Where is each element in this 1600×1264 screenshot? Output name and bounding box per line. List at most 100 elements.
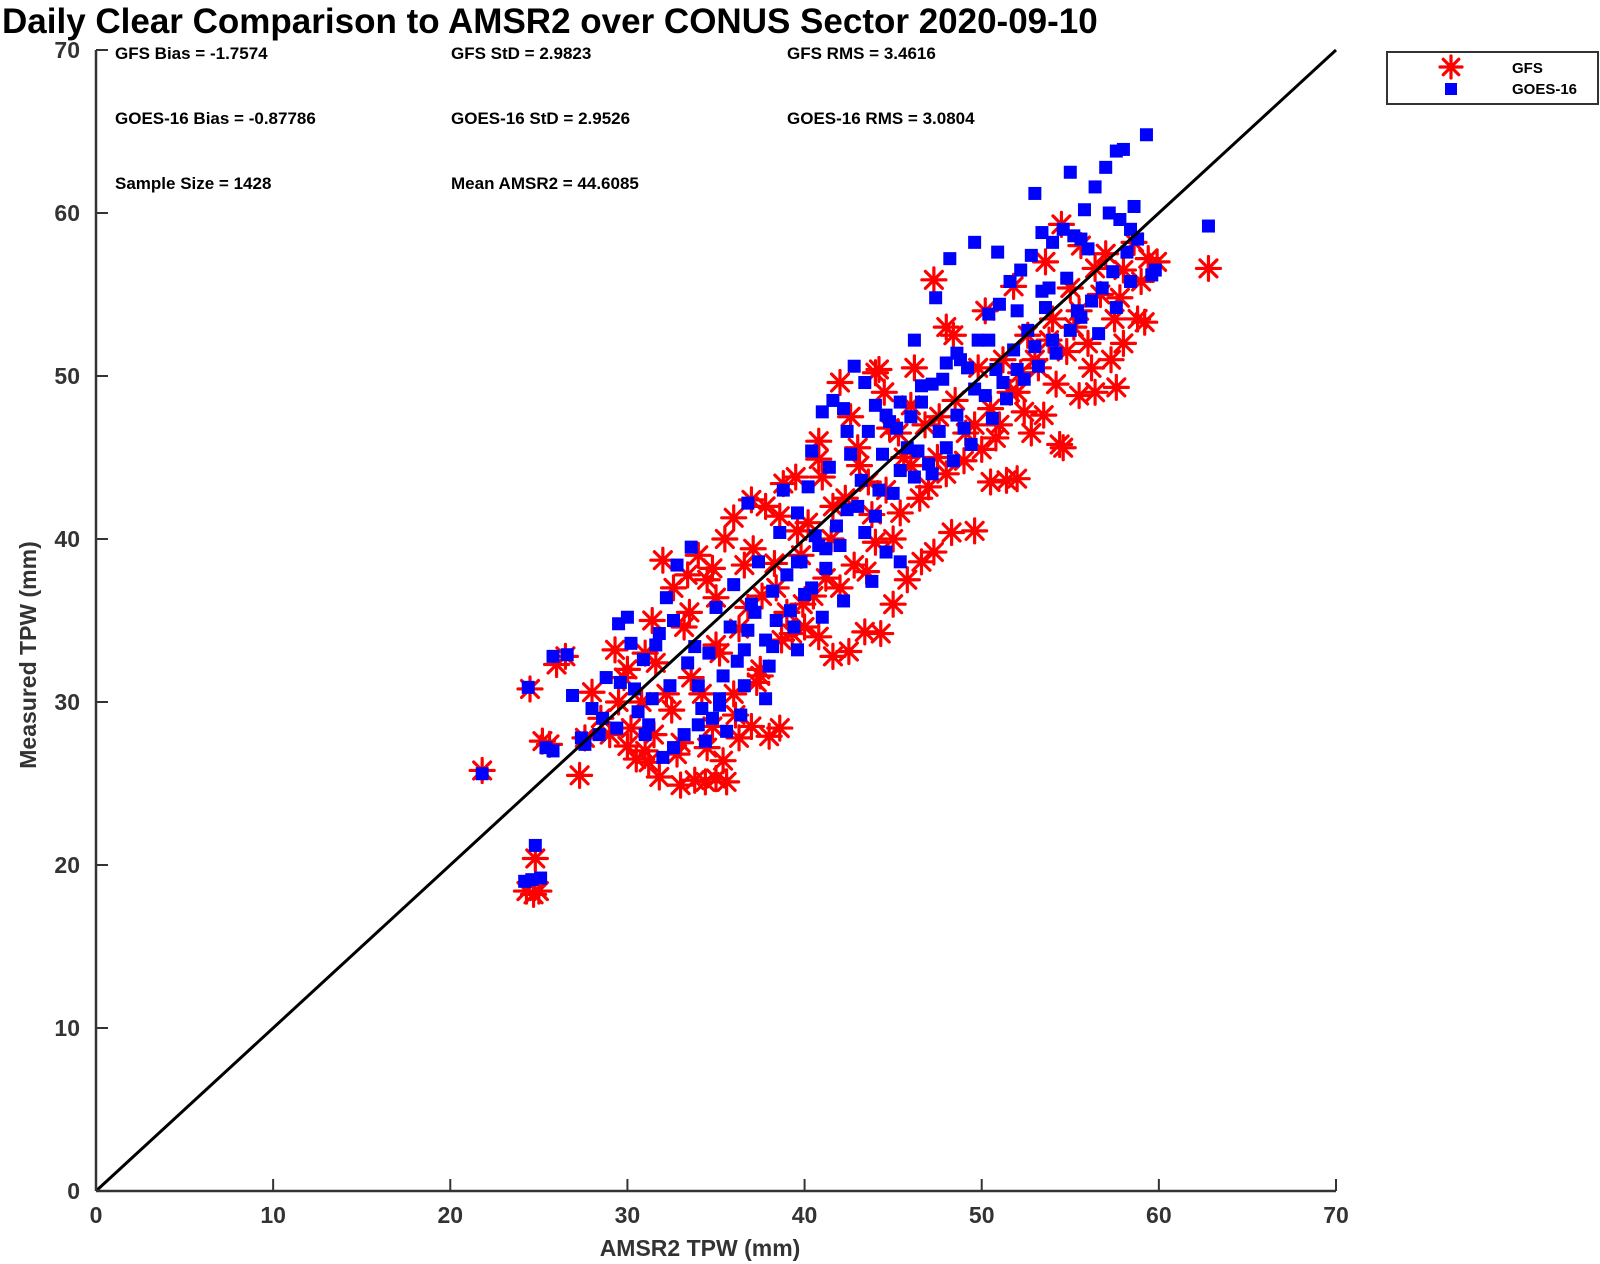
goes-16-point (847, 359, 861, 373)
goes-16-point (1014, 263, 1028, 277)
y-tick-label: 60 (54, 200, 80, 226)
legend-gfs-label: GFS (1512, 60, 1543, 77)
axes (94, 50, 1336, 1193)
goes-16-point (698, 734, 712, 748)
gfs-point (1097, 346, 1125, 374)
goes-16-point (783, 604, 797, 618)
chart-title: Daily Clear Comparison to AMSR2 over CON… (2, 2, 1098, 41)
gfs-point (900, 354, 929, 382)
goes-16-point (957, 421, 971, 435)
gfs-point (920, 538, 948, 566)
gfs-point (1049, 434, 1077, 462)
goes-16-point (1113, 213, 1127, 227)
gfs-point (1081, 378, 1109, 406)
stat-annotation: Sample Size = 1428 (115, 174, 271, 193)
gfs-point (870, 378, 898, 406)
gfs-point (939, 321, 967, 349)
goes-16-point (953, 353, 967, 367)
goes-16-point (1092, 327, 1106, 341)
goes-16-point (1000, 392, 1014, 406)
gfs-point (720, 504, 748, 532)
goes-16-point (837, 402, 851, 416)
x-tick-label: 60 (1146, 1202, 1172, 1228)
goes-16-point (759, 692, 773, 706)
x-axis-label: AMSR2 TPW (mm) (600, 1235, 801, 1261)
tick-labels: 0 10 20 30 40 50 60 70 0 10 20 30 40 50 60 70 (54, 37, 1348, 1228)
goes-16-point (1049, 346, 1063, 360)
goes-16-point (546, 649, 560, 663)
stat-annotation: GFS Bias = -1.7574 (115, 44, 268, 63)
goes-16-point (858, 525, 872, 539)
goes-16-point (883, 415, 897, 429)
gfs-point (1131, 308, 1159, 336)
y-tick-label: 30 (54, 689, 80, 715)
goes-16-point (992, 297, 1006, 311)
goes-16-point (681, 656, 695, 670)
goes-16-point (907, 470, 921, 484)
goes-16-point (812, 539, 826, 553)
goes-16-point (1056, 222, 1070, 236)
gfs-point (879, 525, 907, 553)
goes-16-point (985, 411, 999, 425)
goes-16-point (585, 702, 599, 716)
x-tick-label: 30 (615, 1202, 641, 1228)
goes-16-point (663, 679, 677, 693)
goes-16-point (939, 356, 953, 370)
goes-16-point (840, 424, 854, 438)
goes-16-point (922, 457, 936, 471)
goes-16-point (1031, 359, 1045, 373)
goes-16-series (475, 128, 1215, 888)
goes-16-point (1063, 323, 1077, 337)
goes-16-point (893, 395, 907, 409)
goes-16-point (911, 444, 925, 458)
goes-16-point (666, 614, 680, 627)
goes-16-point (868, 398, 882, 412)
goes-16-point (534, 871, 548, 885)
goes-16-point (925, 467, 939, 481)
gfs-point (751, 492, 780, 521)
goes-16-point (893, 464, 907, 478)
goes-16-point (638, 728, 652, 742)
goes-16-point (790, 555, 804, 569)
goes-16-point (744, 597, 758, 611)
gfs-point (638, 606, 666, 635)
goes-16-point (560, 648, 574, 662)
goes-16-point (1081, 242, 1095, 256)
goes-16-point (929, 291, 943, 305)
legend-goes-16-label: GOES-16 (1512, 81, 1577, 98)
gfs-point (1092, 240, 1120, 268)
goes-16-point (670, 558, 684, 572)
goes-16-point (978, 389, 992, 403)
gfs-point (698, 554, 727, 582)
goes-16-point (1074, 232, 1088, 246)
goes-16-point (798, 587, 812, 601)
legend-box (1386, 51, 1599, 105)
stat-annotation: GOES-16 StD = 2.9526 (451, 109, 630, 128)
gfs-point (713, 768, 741, 796)
goes-16-point (1116, 142, 1130, 156)
goes-16-point (1010, 304, 1024, 318)
goes-16-point (720, 724, 734, 738)
gfs-point (601, 636, 629, 664)
goes-16-point (1085, 294, 1099, 308)
goes-16-point (741, 496, 755, 510)
gfs-point (730, 551, 758, 579)
goes-16-point (815, 405, 829, 419)
gfs-point (932, 460, 960, 488)
x-tick-label: 50 (969, 1202, 995, 1228)
gfs-point (992, 466, 1021, 494)
goes-16-point (1124, 274, 1138, 288)
goes-16-point (1109, 301, 1123, 315)
goes-16-point (844, 447, 858, 461)
goes-16-point (769, 614, 783, 627)
goes-16-point (546, 744, 560, 758)
gfs-point (865, 355, 893, 384)
legend-gfs-asterisk (1438, 54, 1464, 80)
goes-16-point (1139, 128, 1153, 142)
legend: GFS GOES-16 (1386, 51, 1599, 105)
goes-16-point (1060, 271, 1074, 285)
goes-16-point (968, 235, 982, 249)
goes-16-point (1063, 165, 1077, 179)
gfs-point (743, 668, 771, 697)
